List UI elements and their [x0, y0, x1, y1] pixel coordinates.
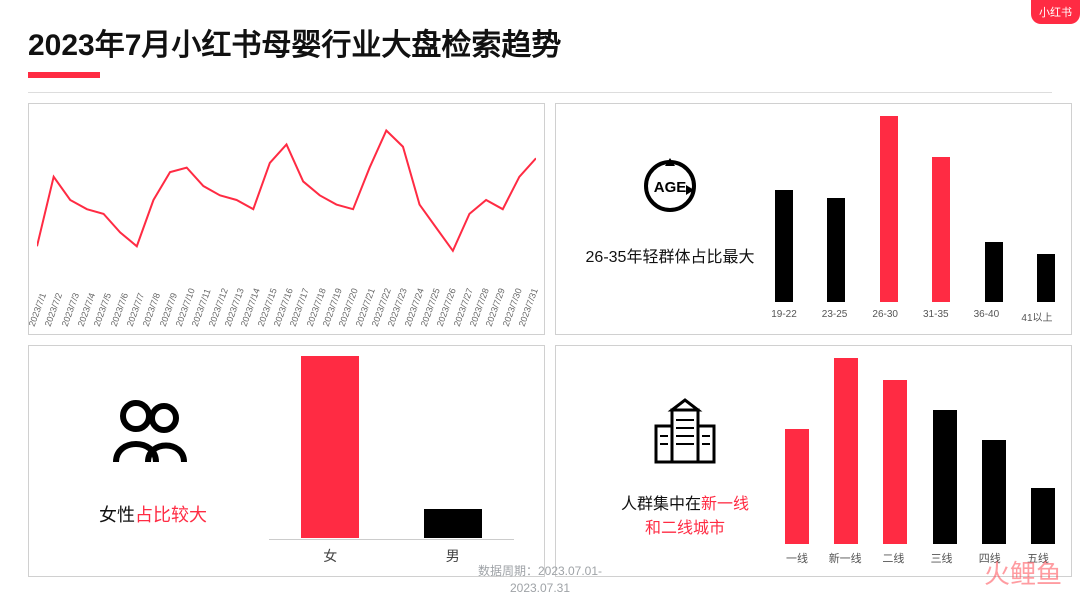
- svg-text:AGE: AGE: [654, 179, 687, 196]
- age-bar: [827, 198, 845, 302]
- trend-line-chart: [37, 112, 536, 274]
- trend-x-axis: 2023/7/12023/7/22023/7/32023/7/42023/7/5…: [37, 272, 536, 328]
- xiaohongshu-logo: 小红书: [1031, 0, 1080, 24]
- age-bar: [932, 157, 950, 302]
- gender-caption-prefix: 女性: [99, 505, 135, 525]
- age-bar: [880, 116, 898, 302]
- city-caption-hl2: 和二线城市: [645, 520, 725, 537]
- people-icon: [108, 396, 198, 471]
- title-underline: [28, 72, 100, 78]
- city-bar: [883, 380, 907, 544]
- city-bar: [933, 410, 957, 544]
- gender-bar: [301, 356, 359, 538]
- city-caption-prefix: 人群集中在: [621, 496, 701, 513]
- city-bar: [785, 429, 809, 544]
- data-period-footer: 数据周期：2023.07.01- 2023.07.31: [0, 563, 1080, 597]
- gender-bars: [269, 358, 514, 538]
- watermark: 火鲤鱼: [984, 554, 1062, 591]
- age-bar: [775, 190, 793, 302]
- footer-line2: 2023.07.31: [510, 581, 570, 595]
- trend-line-panel: 2023/7/12023/7/22023/7/32023/7/42023/7/5…: [28, 103, 545, 335]
- age-bar: [985, 242, 1003, 302]
- age-icon: AGE: [636, 152, 704, 225]
- city-bar: [834, 358, 858, 544]
- city-bar: [1031, 488, 1055, 544]
- page-title: 2023年7月小红书母婴行业大盘检索趋势: [28, 20, 561, 64]
- age-x-labels: 19-2223-2526-3031-3536-4041以上: [775, 309, 1055, 324]
- age-bar-label: 23-25: [817, 309, 853, 324]
- gender-bar: [424, 509, 482, 538]
- gender-caption: 女性占比较大: [73, 501, 233, 527]
- gender-panel: 女性占比较大 女男: [28, 345, 545, 577]
- gender-x-axis-line: [269, 539, 514, 540]
- city-bars: [785, 360, 1055, 544]
- gender-caption-highlight: 占比较大: [135, 505, 207, 525]
- building-icon: [646, 453, 724, 470]
- age-panel: AGE 26-35年轻群体占比最大 19-22 23-25 26-30 31-35 36…: [555, 103, 1072, 335]
- city-caption: 人群集中在新一线 和二线城市: [590, 493, 780, 541]
- footer-line1: 数据周期：2023.07.01-: [478, 564, 602, 578]
- age-bar: [1037, 254, 1055, 302]
- city-panel: 人群集中在新一线 和二线城市 一线新一线二线三线四线五线: [555, 345, 1072, 577]
- header-divider: [28, 92, 1052, 93]
- age-bar-label: 26-30: [867, 309, 903, 324]
- city-bar: [982, 440, 1006, 544]
- age-bar-label: 36-40: [968, 309, 1004, 324]
- age-caption: 26-35年轻群体占比最大: [570, 243, 770, 267]
- city-caption-hl1: 新一线: [701, 496, 749, 513]
- age-bar-label: 19-22: [766, 309, 802, 324]
- age-bar-label: 31-35: [918, 309, 954, 324]
- age-bar-label: 41以上: [1019, 309, 1055, 324]
- age-bars: [775, 118, 1055, 302]
